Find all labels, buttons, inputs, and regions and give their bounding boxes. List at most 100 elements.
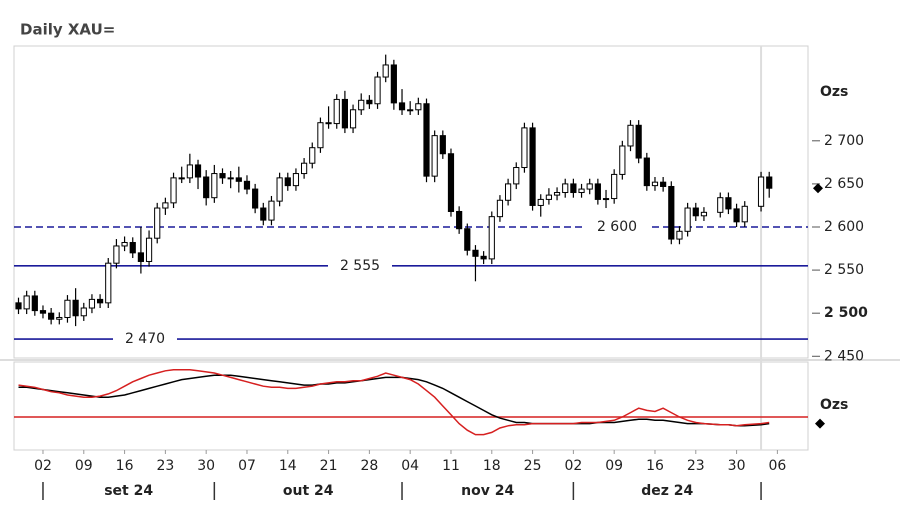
candle-body — [407, 109, 414, 112]
candle-body — [692, 207, 699, 217]
candle-body — [496, 199, 504, 218]
candle-body — [284, 177, 291, 187]
price-panel — [13, 45, 809, 359]
candle-body — [651, 181, 659, 187]
y-tick-label: 2 550 — [824, 262, 864, 278]
candle-body — [276, 177, 283, 202]
candle-body — [178, 177, 185, 180]
candle-body — [72, 299, 79, 317]
y-tick-label: 2 650 — [824, 176, 864, 192]
month-label: nov 24 — [461, 483, 514, 499]
x-tick-label: 07 — [238, 458, 256, 474]
candle-body — [15, 302, 22, 310]
candle-body — [325, 122, 332, 125]
x-tick-label: 02 — [34, 458, 52, 474]
x-tick-label: 28 — [360, 458, 378, 474]
candle-body — [611, 173, 618, 200]
candle-body — [154, 207, 161, 239]
candle-body — [390, 64, 397, 104]
candle-body — [301, 162, 308, 175]
x-tick-label: 14 — [279, 458, 297, 474]
y-tick-label: 2 500 — [824, 305, 868, 321]
x-tick-label: 16 — [116, 458, 134, 474]
candle-body — [235, 177, 242, 182]
level-label: 2 600 — [597, 219, 637, 235]
level-label: 2 555 — [340, 258, 380, 274]
candle-body — [578, 188, 585, 194]
candle-body — [684, 207, 691, 232]
candle-body — [627, 124, 634, 147]
candle-body — [268, 200, 275, 221]
candle-body — [382, 64, 389, 78]
candle-body — [211, 173, 218, 199]
candle-body — [129, 242, 136, 254]
candle-body — [39, 310, 47, 314]
candle-body — [56, 316, 63, 320]
candle-body — [358, 99, 365, 111]
x-tick-label: 11 — [442, 458, 460, 474]
candle-body — [586, 183, 593, 190]
candle-body — [537, 198, 544, 206]
candle-body — [447, 153, 455, 212]
indicator-line — [18, 374, 770, 427]
candle-body — [757, 176, 765, 207]
candle-body — [309, 147, 316, 164]
candle-body — [660, 181, 667, 187]
candle-body — [113, 245, 120, 264]
candle-body — [219, 173, 226, 179]
x-tick-label: 23 — [687, 458, 705, 474]
candle-body — [643, 157, 650, 187]
candle-body — [243, 180, 251, 190]
x-tick-label: 30 — [197, 458, 215, 474]
month-label: dez 24 — [641, 483, 693, 499]
x-tick-label: 06 — [768, 458, 786, 474]
candle-body — [162, 202, 169, 209]
candle-body — [333, 98, 340, 125]
candle-body — [480, 255, 487, 260]
candle-body — [472, 249, 479, 257]
candle-body — [366, 99, 373, 105]
chart-title: Daily XAU= — [20, 21, 115, 39]
x-tick-label: 23 — [156, 458, 174, 474]
candle-body — [529, 127, 536, 206]
level-label-bg — [585, 217, 649, 236]
x-tick-label: 09 — [605, 458, 623, 474]
candle-body — [717, 197, 724, 213]
candle-body — [464, 228, 471, 251]
candle-body — [23, 295, 30, 310]
candle-body — [194, 164, 202, 178]
candle-body — [619, 145, 626, 175]
candle-body — [562, 183, 569, 194]
candle-body — [203, 176, 210, 199]
y-axis-label: Ozs — [820, 84, 848, 100]
candle-body — [733, 208, 740, 223]
candle-body — [456, 210, 463, 230]
candle-body — [186, 164, 193, 179]
indicator-last-marker — [815, 418, 825, 429]
candle-body — [431, 135, 438, 177]
candle-body — [415, 103, 422, 111]
candle-body — [635, 124, 642, 159]
candle-body — [725, 197, 732, 210]
indicator-label: Ozs — [820, 397, 848, 413]
candle-body — [64, 299, 71, 318]
candle-body — [137, 252, 145, 262]
candle-body — [105, 262, 112, 304]
candle-body — [80, 307, 87, 317]
candle-body — [398, 102, 406, 111]
month-label: out 24 — [283, 483, 334, 499]
candle-body — [121, 242, 128, 247]
candle-body — [668, 185, 675, 240]
level-label-bg — [328, 256, 392, 275]
x-tick-label: 02 — [564, 458, 582, 474]
candle-body — [145, 237, 153, 262]
last-price-marker — [813, 183, 823, 194]
x-tick-label: 09 — [75, 458, 93, 474]
candle-body — [374, 76, 381, 105]
x-tick-label: 16 — [646, 458, 664, 474]
candle-body — [317, 122, 324, 149]
candle-body — [513, 167, 520, 185]
candle-body — [88, 298, 96, 309]
y-tick-label: 2 600 — [824, 219, 864, 235]
